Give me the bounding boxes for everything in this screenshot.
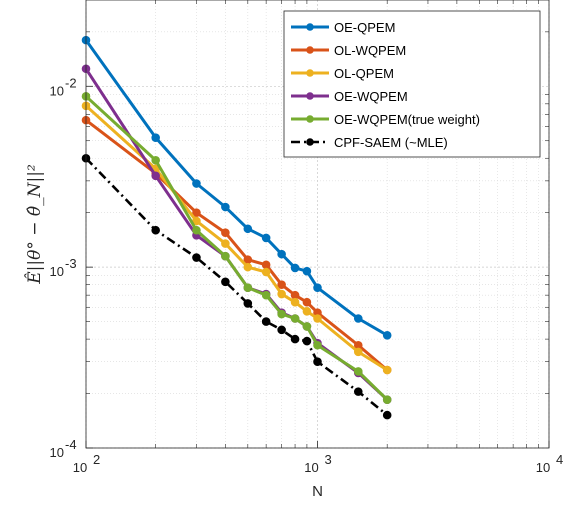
x-tick-label: 10 — [304, 460, 318, 475]
data-point — [353, 314, 363, 323]
data-point — [243, 283, 253, 292]
legend-label: CPF-SAEM (~MLE) — [334, 135, 448, 150]
x-tick-exponent: 2 — [93, 452, 100, 467]
data-point — [382, 395, 392, 404]
y-axis-label: Ê||θ° − θ̂_N||² — [24, 164, 45, 285]
series-layer — [81, 35, 392, 420]
data-point — [151, 155, 160, 165]
legend-label: OE-QPEM — [334, 20, 395, 35]
series-line — [84, 39, 388, 337]
data-point — [261, 317, 271, 326]
series-3 — [81, 101, 392, 375]
data-point — [313, 283, 322, 292]
data-point — [151, 133, 160, 142]
data-point — [151, 225, 160, 235]
legend-swatch-marker — [306, 23, 314, 31]
legend-label: OL-QPEM — [334, 66, 394, 81]
y-tick-label: 10 — [50, 264, 64, 279]
y-tick-exponent: -4 — [65, 437, 77, 452]
data-point — [382, 410, 392, 420]
data-point — [261, 290, 271, 300]
legend-swatch-marker — [306, 115, 314, 123]
data-point — [192, 208, 201, 217]
legend-item: OE-QPEM — [291, 20, 395, 35]
data-point — [290, 334, 300, 344]
data-point — [221, 202, 230, 212]
data-point — [192, 253, 201, 262]
data-point — [277, 289, 286, 299]
data-point — [302, 266, 312, 276]
data-point — [277, 249, 286, 259]
legend-swatch-marker — [306, 69, 314, 77]
data-point — [277, 280, 286, 289]
series-line — [84, 104, 388, 372]
legend-box — [283, 10, 541, 158]
data-point — [221, 251, 230, 261]
y-tick-label: 10 — [50, 83, 64, 98]
data-point — [277, 325, 286, 335]
data-point — [192, 179, 201, 188]
data-point — [221, 228, 230, 238]
data-point — [261, 267, 271, 277]
data-point — [382, 365, 392, 375]
legend-swatch-marker — [306, 138, 314, 146]
legend: OE-QPEM OL-WQPEM OL-QPEM OE-WQPEM OE-WQPEM(t… — [283, 10, 541, 158]
x-tick-label: 10 — [73, 460, 87, 475]
data-point — [302, 297, 312, 307]
data-point — [313, 314, 322, 323]
plot-frame — [85, 0, 550, 449]
data-point — [353, 387, 363, 396]
legend-item: OE-WQPEM — [291, 89, 408, 104]
data-point — [277, 309, 286, 319]
x-tick-exponent: 3 — [325, 452, 332, 467]
data-point — [302, 322, 312, 331]
series-line — [84, 95, 389, 401]
x-tick-label: 10 — [536, 460, 550, 475]
legend-item: OL-QPEM — [291, 66, 394, 81]
series-line — [85, 118, 389, 372]
data-point — [313, 357, 322, 367]
data-point — [302, 307, 312, 316]
data-point — [261, 233, 271, 243]
legend-swatch-marker — [306, 46, 314, 54]
data-point — [192, 225, 201, 235]
legend-swatch-marker — [306, 92, 314, 100]
ticks — [85, 0, 550, 449]
legend-label: OE-WQPEM(true weight) — [334, 112, 480, 127]
data-point — [290, 263, 300, 273]
data-point — [290, 297, 300, 307]
x-tick-exponent: 4 — [556, 452, 563, 467]
data-point — [302, 336, 312, 346]
y-tick-label: 10 — [50, 445, 64, 460]
data-point — [353, 367, 363, 376]
data-point — [151, 171, 160, 181]
series-5 — [81, 92, 392, 404]
legend-item: CPF-SAEM (~MLE) — [291, 135, 448, 150]
data-point — [353, 347, 363, 357]
y-tick-exponent: -3 — [65, 256, 77, 271]
data-point — [290, 314, 300, 323]
data-point — [221, 277, 230, 287]
legend-label: OL-WQPEM — [334, 43, 406, 58]
data-point — [261, 260, 271, 270]
x-axis-label: N — [312, 483, 323, 500]
data-point — [243, 262, 253, 272]
series-line — [85, 157, 389, 417]
series-1 — [81, 35, 392, 340]
legend-item: OL-WQPEM — [291, 43, 406, 58]
data-point — [243, 224, 253, 234]
data-point — [313, 340, 322, 350]
legend-label: OE-WQPEM — [334, 89, 408, 104]
data-point — [221, 239, 230, 248]
data-point — [290, 290, 300, 300]
series-2 — [81, 115, 392, 375]
data-point — [382, 330, 392, 340]
legend-item: OE-WQPEM(true weight) — [291, 112, 480, 127]
y-tick-exponent: -2 — [65, 75, 77, 90]
data-point — [243, 299, 253, 308]
